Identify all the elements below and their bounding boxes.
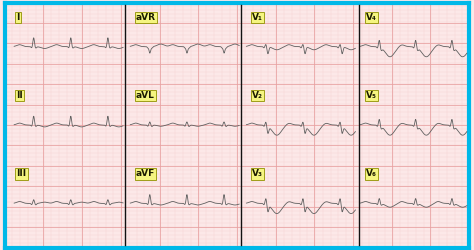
Text: aVL: aVL <box>136 91 155 100</box>
Text: V₃: V₃ <box>252 170 263 178</box>
Text: V₅: V₅ <box>365 91 377 100</box>
Text: V₁: V₁ <box>252 13 263 22</box>
Text: aVR: aVR <box>136 13 156 22</box>
Text: aVF: aVF <box>136 170 155 178</box>
Text: II: II <box>16 91 23 100</box>
Text: V₆: V₆ <box>365 170 377 178</box>
Text: V₄: V₄ <box>365 13 376 22</box>
Text: I: I <box>16 13 20 22</box>
Text: III: III <box>16 170 27 178</box>
Text: V₂: V₂ <box>252 91 263 100</box>
